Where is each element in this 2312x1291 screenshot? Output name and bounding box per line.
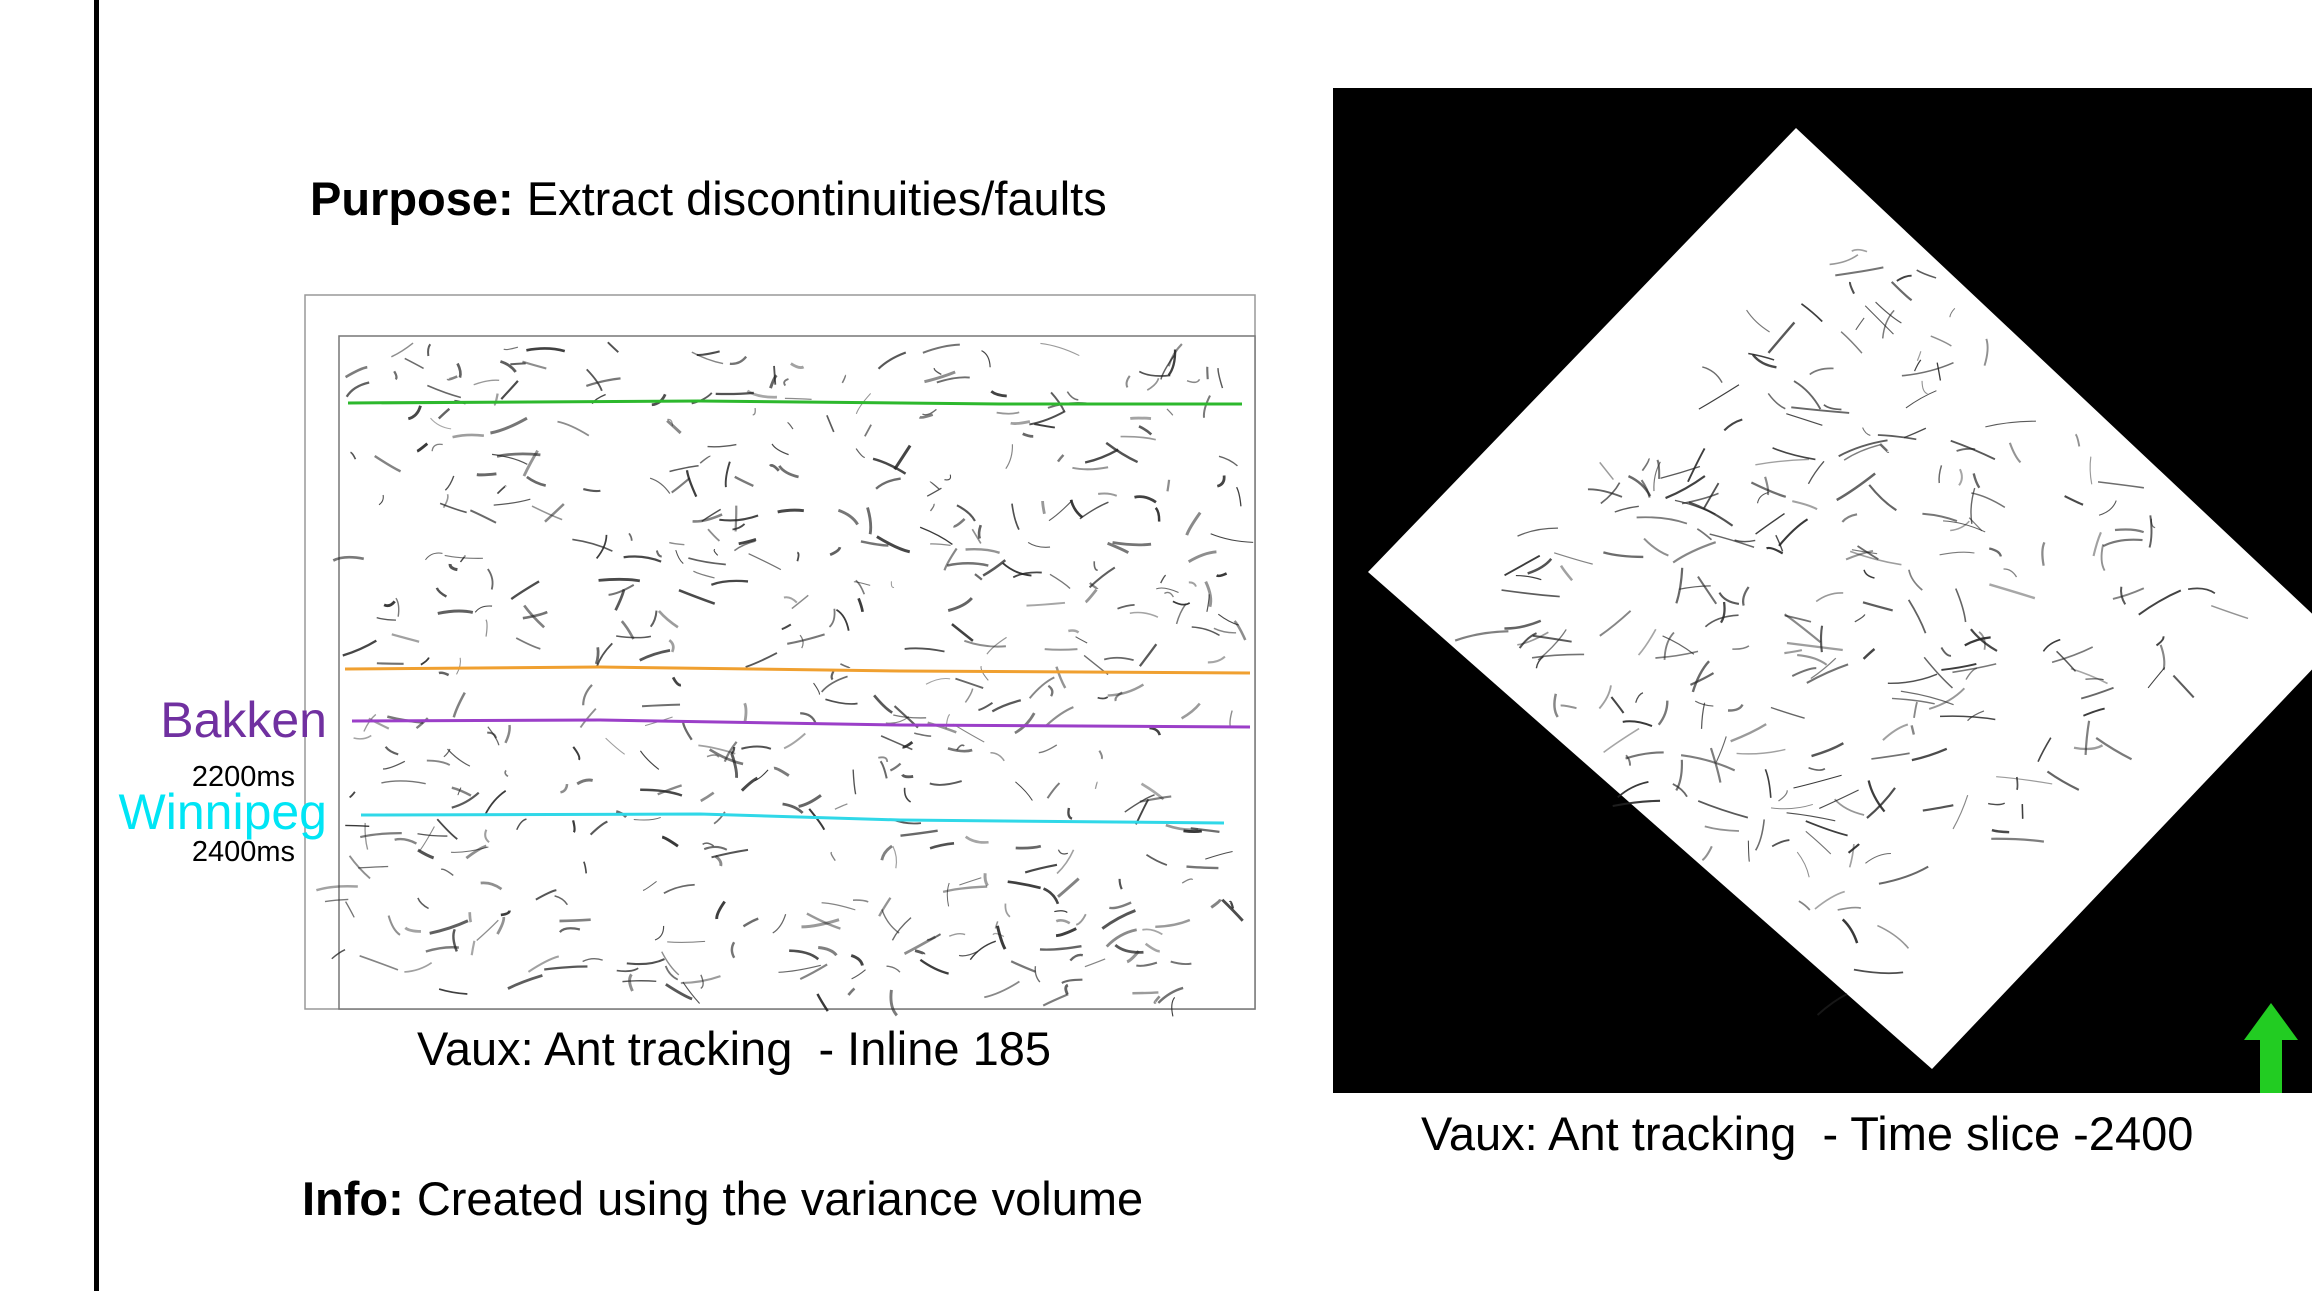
horizon-name: Winnipeg: [119, 787, 327, 837]
streak: [477, 474, 497, 475]
horizon-time: 2400ms: [192, 838, 295, 867]
purpose: Purpose: Extract discontinuities/faults: [310, 175, 1107, 222]
streak: [377, 663, 404, 664]
streak: [1130, 418, 1151, 419]
left-rule: [94, 0, 99, 1291]
info-label: Info:: [302, 1172, 404, 1225]
info-text: Created using the variance volume: [417, 1172, 1143, 1225]
inline-caption: Vaux: Ant tracking - Inline 185: [417, 1025, 1051, 1072]
streak: [736, 506, 737, 532]
streak: [1186, 867, 1218, 868]
streak: [716, 393, 754, 394]
streak: [599, 579, 640, 580]
purpose-text: Extract discontinuities/faults: [527, 172, 1107, 225]
streak: [559, 920, 590, 921]
streak: [745, 703, 746, 721]
info: Info: Created using the variance volume: [302, 1175, 1143, 1222]
timeslice-caption: Vaux: Ant tracking - Time slice -2400: [1421, 1110, 2193, 1157]
streak: [1183, 831, 1201, 832]
streak: [510, 363, 525, 364]
purpose-label: Purpose:: [310, 172, 514, 225]
slide: Purpose: Extract discontinuities/faults …: [0, 0, 2312, 1291]
streak: [1045, 649, 1078, 650]
streak: [1132, 992, 1158, 993]
streak: [2017, 777, 2018, 790]
streak: [470, 912, 471, 922]
horizon-name: Bakken: [160, 695, 327, 745]
